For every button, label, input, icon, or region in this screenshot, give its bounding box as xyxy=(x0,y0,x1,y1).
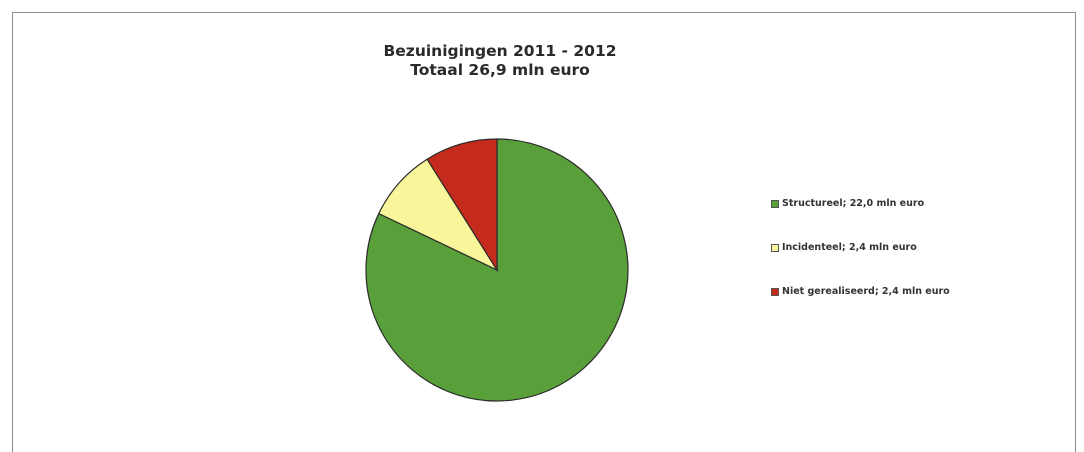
legend-label: Niet gerealiseerd; 2,4 mln euro xyxy=(782,286,950,297)
legend-item-niet-gerealiseerd: Niet gerealiseerd; 2,4 mln euro xyxy=(771,286,950,297)
legend-swatch xyxy=(771,199,779,208)
legend-swatch xyxy=(771,287,779,296)
legend-label: Incidenteel; 2,4 mln euro xyxy=(782,242,917,253)
legend-item-incidenteel: Incidenteel; 2,4 mln euro xyxy=(771,242,917,253)
pie-slice-niet-gerealiseerd xyxy=(426,138,498,273)
legend-item-structureel: Structureel; 22,0 mln euro xyxy=(771,198,924,209)
pie-chart xyxy=(365,138,629,402)
legend-swatch xyxy=(771,243,779,252)
chart-subtitle: Totaal 26,9 mln euro xyxy=(410,61,590,79)
legend-label: Structureel; 22,0 mln euro xyxy=(782,198,925,209)
chart-title: Bezuinigingen 2011 - 2012 xyxy=(383,42,617,60)
